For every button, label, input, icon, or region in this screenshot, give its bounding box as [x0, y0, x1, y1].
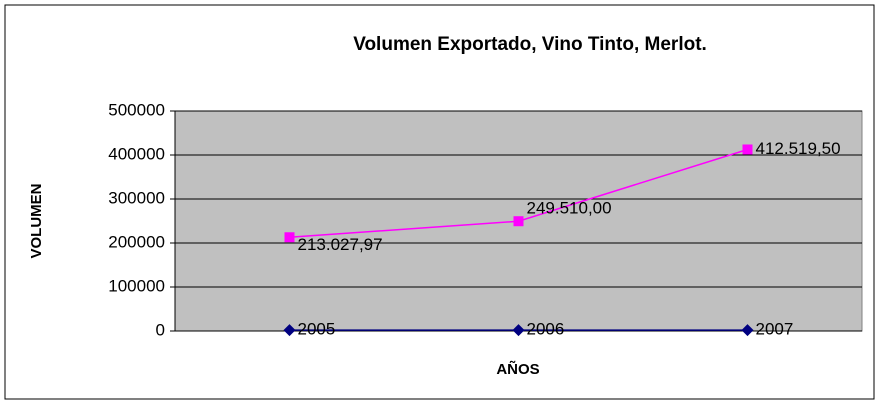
- marker: [284, 232, 295, 243]
- marker: [513, 216, 524, 227]
- x-axis-label: AÑOS: [496, 360, 539, 378]
- y-tick-label: 500000: [108, 100, 165, 119]
- data-label: 412.519,50: [756, 139, 841, 158]
- y-axis-label: VOLUMEN: [28, 184, 45, 259]
- marker: [512, 324, 525, 337]
- marker: [741, 324, 754, 337]
- marker: [742, 144, 753, 155]
- y-tick-label: 300000: [108, 188, 165, 207]
- y-tick-label: 100000: [108, 276, 165, 295]
- marker: [283, 324, 296, 337]
- data-label: 213.027,97: [298, 235, 383, 254]
- y-tick-label: 400000: [108, 144, 165, 163]
- y-tick-label: 200000: [108, 232, 165, 251]
- data-label: 249.510,00: [527, 199, 612, 218]
- data-label: 2005: [298, 320, 336, 339]
- data-label: 2007: [756, 320, 794, 339]
- y-tick-label: 0: [156, 320, 165, 339]
- data-label: 2006: [527, 320, 565, 339]
- chart-title: Volumen Exportado, Vino Tinto, Merlot.: [353, 34, 707, 55]
